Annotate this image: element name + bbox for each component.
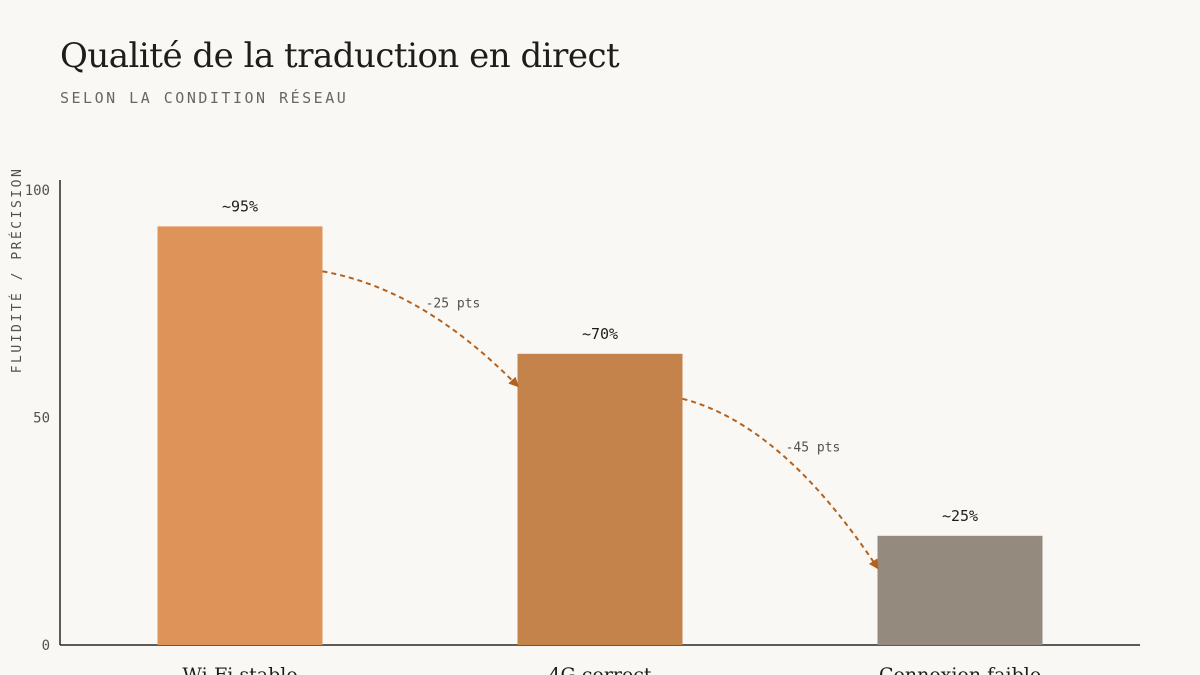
category-label-2: Connexion faible (879, 664, 1041, 675)
bar-0 (157, 226, 323, 645)
drop-annotation-0: -25 pts (426, 297, 481, 312)
chart-title: Qualité de la traduction en direct (60, 36, 620, 76)
data-label-1: ~70% (582, 325, 618, 343)
data-label-2: ~25% (942, 507, 978, 525)
drop-arrow-1 (682, 397, 879, 570)
drop-arrow-0 (322, 270, 519, 388)
data-label-0: ~95% (222, 197, 258, 215)
drop-annotation-1: -45 pts (786, 441, 841, 456)
category-label-1: 4G correct (548, 664, 651, 675)
chart-subtitle: SELON LA CONDITION RÉSEAU (60, 89, 349, 107)
bar-1 (517, 353, 683, 645)
category-label-0: Wi-Fi stable (182, 664, 297, 675)
y-tick-label-100: 100 (25, 183, 50, 199)
y-tick-label-50: 50 (33, 411, 50, 427)
y-tick-label-0: 0 (42, 638, 50, 654)
y-axis-label: FLUIDITÉ / PRÉCISION (9, 167, 25, 374)
bar-2 (877, 535, 1043, 645)
